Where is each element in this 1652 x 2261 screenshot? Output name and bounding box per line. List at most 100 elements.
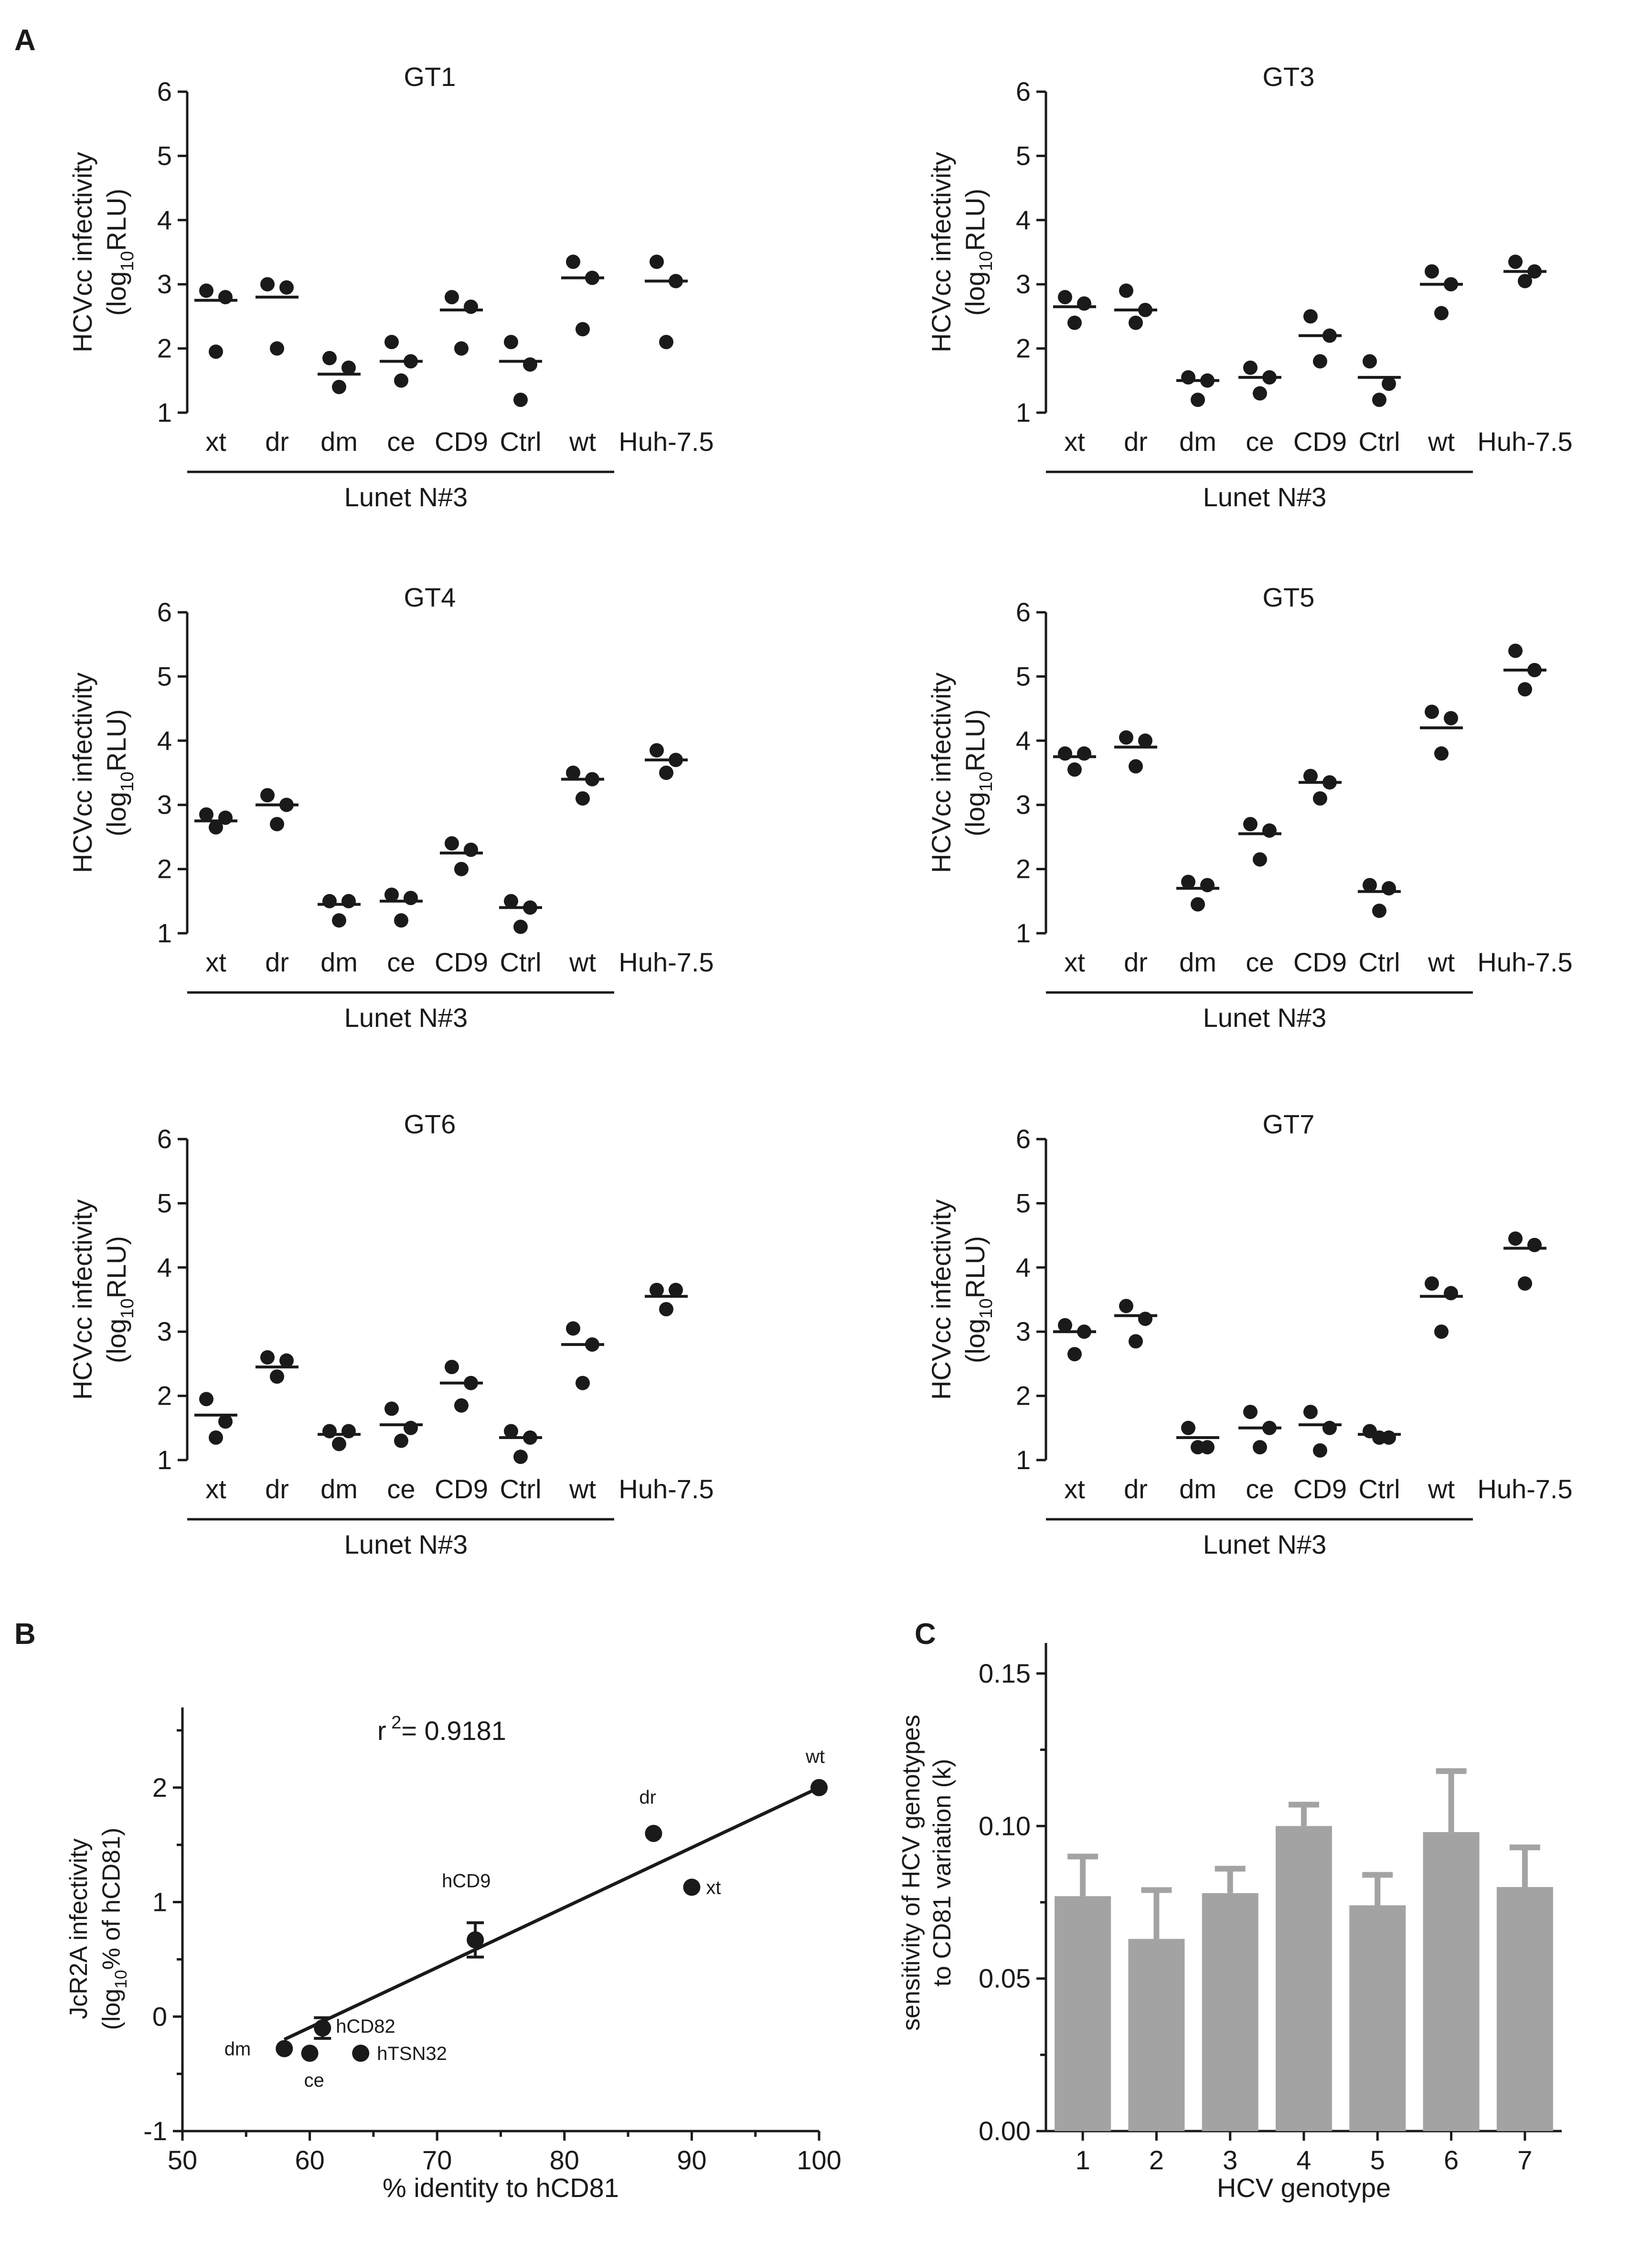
data-point — [1372, 393, 1386, 407]
x-tick-label: ce — [387, 427, 415, 457]
data-point — [209, 344, 223, 359]
y-tick-label: 3 — [157, 789, 172, 820]
y-axis-label-units: (log10RLU) — [101, 189, 138, 316]
data-point — [454, 862, 469, 876]
x-tick-label: ce — [1246, 1474, 1274, 1504]
point-label-htsn32: hTSN32 — [377, 2043, 447, 2064]
data-point — [1058, 746, 1072, 761]
y-tick-label: 2 — [152, 1772, 167, 1802]
data-point — [1253, 1440, 1267, 1455]
x-tick-label: Ctrl — [1358, 427, 1400, 457]
data-point — [199, 283, 213, 298]
data-point — [199, 807, 213, 822]
y-tick-label: 1 — [1016, 918, 1031, 948]
data-point — [1518, 274, 1532, 288]
y-tick-label: 4 — [1016, 725, 1031, 756]
y-tick-label: 2 — [157, 333, 172, 363]
x-tick-label: wt — [569, 427, 596, 457]
y-tick-label: 3 — [157, 269, 172, 299]
data-point — [322, 351, 337, 365]
x-tick-label: xt — [1064, 947, 1085, 977]
data-point — [1508, 643, 1523, 658]
group-label: Lunet N#3 — [1203, 1529, 1326, 1559]
data-point — [576, 322, 590, 337]
data-point — [1058, 290, 1072, 305]
x-tick-label: 2 — [1149, 2145, 1164, 2175]
group-label: Lunet N#3 — [344, 482, 468, 512]
y-axis-label-units: (log10RLU) — [960, 189, 996, 316]
x-tick-label: dm — [1179, 427, 1216, 457]
y-axis-label-units: (log10RLU) — [101, 709, 138, 836]
x-tick-label: 6 — [1444, 2145, 1459, 2175]
data-point — [270, 817, 284, 832]
x-tick-label: xt — [1064, 427, 1085, 457]
y-tick-label: 6 — [1016, 597, 1031, 627]
x-tick-label: dr — [1124, 1474, 1148, 1504]
chart-title: GT6 — [404, 1109, 456, 1139]
x-tick-label: 50 — [168, 2145, 197, 2175]
data-point — [332, 1437, 346, 1451]
x-tick-label: wt — [1428, 947, 1455, 977]
y-tick-label: 2 — [1016, 854, 1031, 884]
data-point — [1191, 393, 1205, 407]
y-tick-label: 2 — [1016, 333, 1031, 363]
data-point — [1303, 309, 1318, 324]
bar-genotype-2 — [1128, 1939, 1185, 2131]
data-point — [1372, 1430, 1386, 1445]
data-point — [1372, 903, 1386, 918]
bar-genotype-7 — [1496, 1887, 1553, 2131]
data-point — [1129, 1334, 1143, 1349]
x-tick-label: CD9 — [1293, 1474, 1347, 1504]
y-tick-label: 5 — [157, 661, 172, 691]
y-axis-label: HCVcc infectivity — [67, 672, 97, 873]
data-point-xt — [683, 1878, 701, 1896]
x-tick-label: dm — [1179, 1474, 1216, 1504]
data-point — [1425, 704, 1439, 719]
x-tick-label: xt — [205, 947, 226, 977]
data-point — [1444, 711, 1458, 725]
y-tick-label: 6 — [157, 76, 172, 107]
x-tick-label: CD9 — [1293, 427, 1347, 457]
data-point — [1444, 1286, 1458, 1301]
data-point — [1303, 768, 1318, 783]
data-point — [1363, 354, 1377, 369]
data-point — [659, 766, 673, 780]
data-point — [384, 335, 399, 350]
x-tick-label: 70 — [422, 2145, 452, 2175]
x-tick-label: wt — [1428, 427, 1455, 457]
data-point — [1322, 1420, 1337, 1435]
data-point — [504, 1424, 518, 1439]
x-tick-label: dr — [265, 427, 289, 457]
x-tick-label: dr — [1124, 427, 1148, 457]
data-point — [1313, 791, 1327, 806]
data-point — [341, 360, 356, 375]
data-point — [504, 894, 518, 908]
data-point — [1181, 875, 1195, 889]
y-tick-label: 5 — [157, 1188, 172, 1218]
x-tick-label: Ctrl — [500, 1474, 541, 1504]
chart-title: GT1 — [404, 62, 456, 92]
y-tick-label: 4 — [157, 725, 172, 756]
y-tick-label: 5 — [1016, 661, 1031, 691]
y-tick-label: 1 — [157, 1445, 172, 1475]
data-point — [464, 843, 478, 857]
data-point — [279, 1353, 294, 1368]
data-point — [1181, 370, 1195, 385]
y-tick-label: 3 — [157, 1316, 172, 1346]
y-axis-label: sensitivity of HCV genotypes — [897, 1715, 925, 2031]
point-label-dr: dr — [639, 1787, 656, 1808]
data-point — [1119, 1299, 1133, 1313]
x-tick-label: 80 — [550, 2145, 579, 2175]
data-point — [1518, 1276, 1532, 1291]
data-point — [1253, 386, 1267, 401]
data-point — [454, 341, 469, 356]
y-tick-label: 0.10 — [979, 1811, 1031, 1841]
data-point — [1313, 354, 1327, 369]
data-point — [270, 1369, 284, 1384]
data-point — [1425, 1276, 1439, 1291]
data-point-dr — [645, 1824, 662, 1842]
x-tick-label: Ctrl — [1358, 947, 1400, 977]
data-point — [394, 913, 408, 928]
y-axis-label: HCVcc infectivity — [67, 152, 97, 352]
x-tick-label: dr — [265, 947, 289, 977]
